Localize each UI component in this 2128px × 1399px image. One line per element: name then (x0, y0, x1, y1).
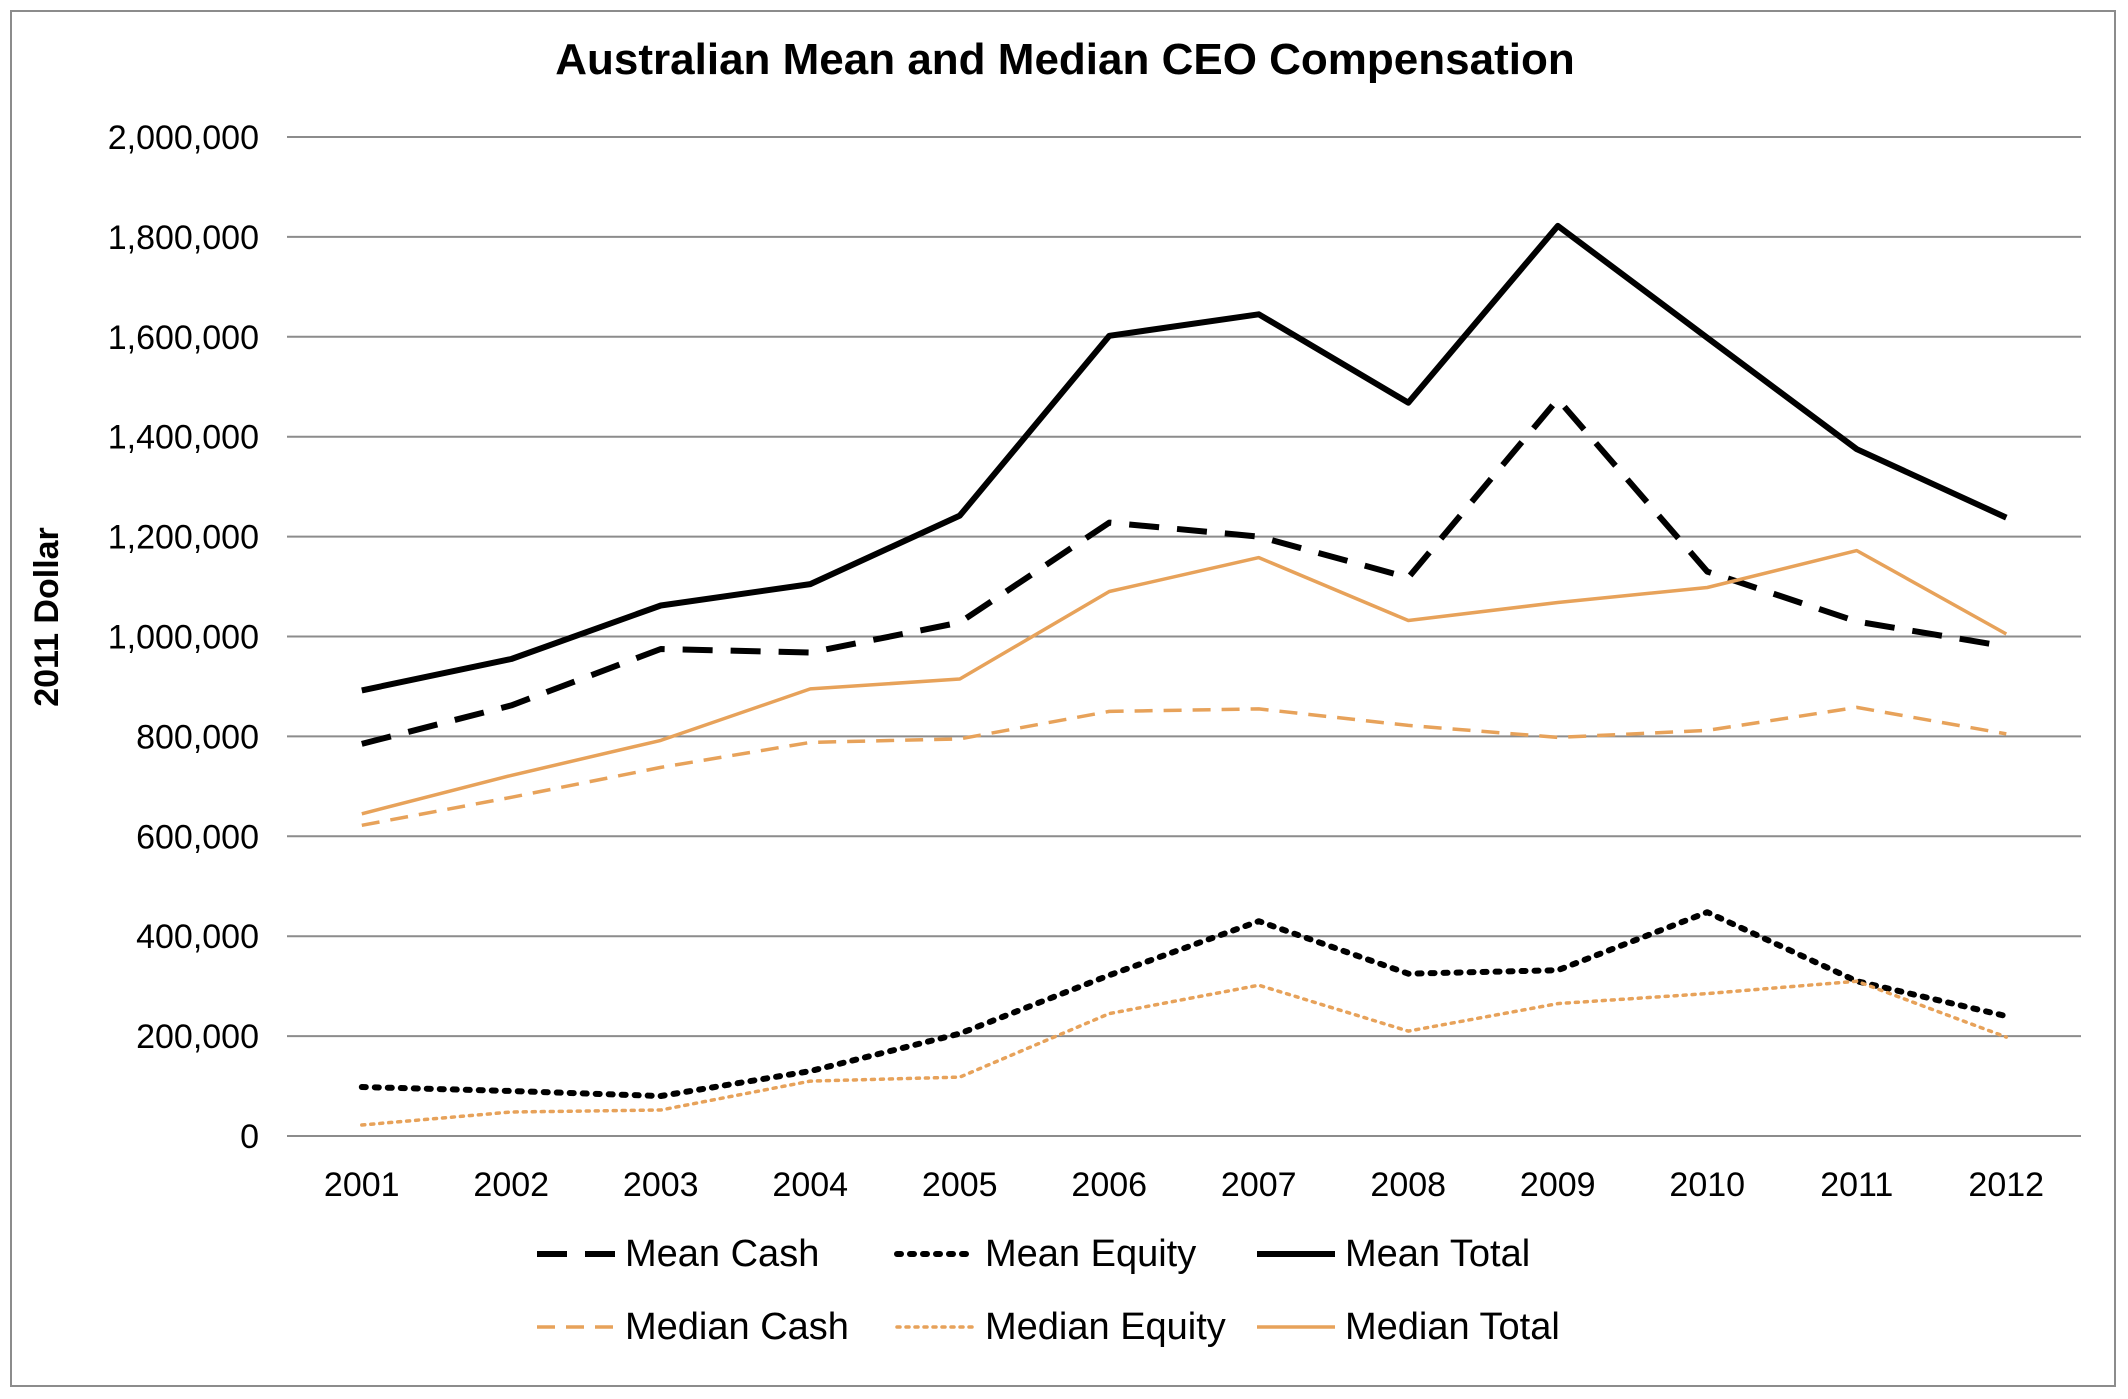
legend-label: Median Total (1345, 1306, 1560, 1348)
series-line-median-total (361, 548, 2008, 816)
x-tick-label: 2006 (1071, 1166, 1147, 1204)
x-tick-label: 2001 (324, 1166, 400, 1204)
series-line-mean-equity (358, 909, 2010, 1099)
legend-label: Mean Equity (985, 1233, 1196, 1275)
series-lines (358, 222, 2010, 1127)
legend-label: Median Cash (625, 1306, 849, 1348)
gridlines (287, 136, 2081, 1038)
legend-item-mean-cash: Mean Cash (537, 1233, 819, 1275)
y-tick-label: 1,400,000 (108, 419, 259, 457)
legend-label: Mean Cash (625, 1233, 819, 1275)
y-tick-label: 1,600,000 (108, 319, 259, 357)
legend-label: Mean Total (1345, 1233, 1530, 1275)
x-tick-label: 2012 (1968, 1166, 2044, 1204)
series-line-median-cash (361, 705, 2007, 828)
y-tick-label: 400,000 (136, 918, 259, 956)
x-tick-label: 2004 (772, 1166, 848, 1204)
series-line-mean-cash (361, 396, 2007, 747)
series-line-mean-total (361, 222, 2008, 694)
legend-item-mean-total: Mean Total (1257, 1233, 1530, 1275)
legend-item-mean-equity: Mean Equity (894, 1233, 1196, 1275)
x-tick-label: 2011 (1820, 1166, 1893, 1204)
y-tick-label: 1,200,000 (108, 519, 259, 557)
line-chart: Australian Mean and Median CEO Compensat… (28, 35, 2081, 1348)
legend-item-median-equity: Median Equity (895, 1306, 1226, 1348)
legend: Mean Cash Mean Equity Mean Total Median Cas… (537, 1233, 1560, 1348)
x-tick-label: 2009 (1520, 1166, 1596, 1204)
series-line-median-equity (360, 979, 2009, 1127)
legend-item-median-total: Median Total (1257, 1306, 1560, 1348)
legend-item-median-cash: Median Cash (537, 1306, 849, 1348)
x-axis-ticks: 2001 2002 2003 2004 2005 2006 2007 2008 2009 2010… (324, 1166, 2044, 1204)
chart-frame: Australian Mean and Median CEO Compensat… (10, 10, 2116, 1387)
y-tick-label: 200,000 (136, 1018, 259, 1056)
y-tick-label: 600,000 (136, 818, 259, 856)
x-tick-label: 2002 (473, 1166, 549, 1204)
y-tick-label: 1,800,000 (108, 219, 259, 257)
y-tick-label: 800,000 (136, 718, 259, 756)
x-tick-label: 2007 (1221, 1166, 1297, 1204)
y-axis-title: 2011 Dollar (28, 527, 66, 707)
x-tick-label: 2005 (922, 1166, 998, 1204)
y-tick-label: 1,000,000 (108, 619, 259, 657)
y-tick-label: 2,000,000 (108, 119, 259, 157)
legend-label: Median Equity (985, 1306, 1226, 1348)
x-tick-label: 2003 (623, 1166, 699, 1204)
y-axis-ticks: 0 200,000 400,000 600,000 800,000 1,000,000 1,… (108, 119, 259, 1156)
chart-title: Australian Mean and Median CEO Compensat… (555, 35, 1574, 84)
x-tick-label: 2010 (1669, 1166, 1745, 1204)
x-tick-label: 2008 (1370, 1166, 1446, 1204)
y-tick-label: 0 (240, 1118, 259, 1156)
